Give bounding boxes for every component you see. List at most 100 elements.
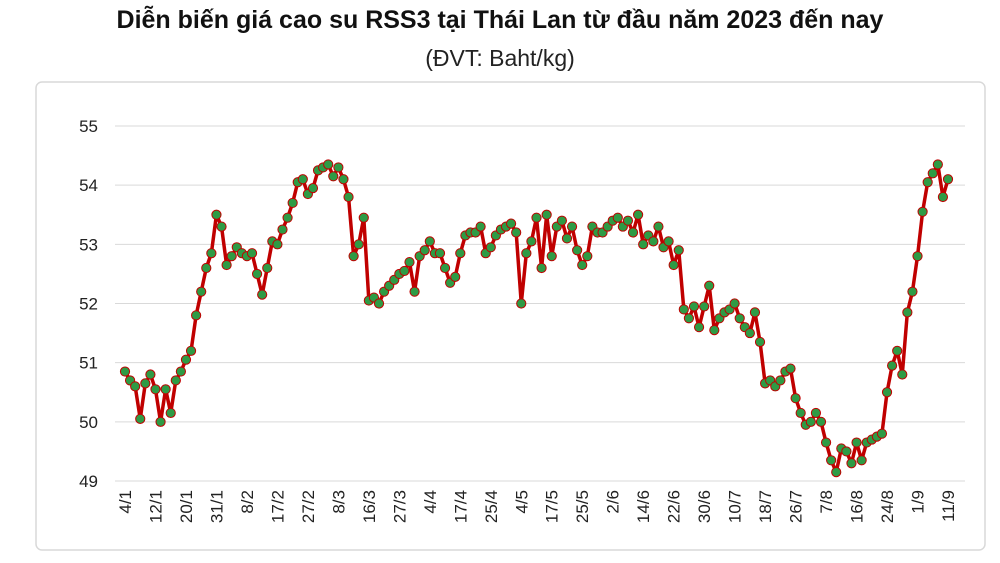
data-point	[140, 378, 151, 389]
y-tick-label: 50	[79, 413, 98, 432]
data-point	[754, 336, 766, 348]
y-tick-label: 55	[79, 117, 98, 136]
data-point	[937, 191, 949, 203]
data-point	[709, 325, 720, 336]
data-point	[546, 251, 557, 262]
data-point	[119, 366, 131, 377]
data-point	[297, 174, 308, 185]
data-point	[805, 416, 816, 427]
x-tick-label: 17/2	[268, 490, 287, 523]
data-point	[130, 381, 141, 392]
data-point	[333, 162, 344, 173]
line-series	[123, 162, 950, 474]
x-tick-label: 4/5	[512, 490, 531, 514]
y-tick-label: 52	[79, 295, 98, 314]
data-point	[439, 262, 451, 274]
x-tick-label: 7/8	[817, 490, 836, 514]
data-point	[353, 239, 364, 250]
data-point	[165, 407, 176, 419]
data-point	[648, 236, 659, 247]
data-point	[653, 221, 664, 232]
x-tick-label: 16/8	[848, 490, 867, 523]
x-tick-label: 4/1	[116, 490, 135, 514]
x-tick-label: 8/3	[329, 490, 348, 514]
data-point	[277, 224, 288, 235]
data-point	[251, 268, 263, 280]
data-point	[561, 233, 573, 244]
data-point	[150, 384, 161, 395]
data-point	[180, 354, 192, 365]
data-point	[612, 212, 623, 223]
x-tick-label: 14/6	[634, 490, 653, 523]
data-point	[221, 259, 232, 271]
data-point	[699, 301, 710, 312]
data-point	[526, 236, 537, 247]
data-point	[566, 221, 578, 232]
data-point	[795, 407, 806, 419]
y-tick-label: 53	[79, 235, 98, 254]
data-point	[455, 248, 466, 259]
data-point	[688, 301, 700, 312]
data-point	[424, 236, 435, 247]
y-tick-label: 49	[79, 472, 98, 491]
chart-subtitle: (ĐVT: Baht/kg)	[425, 45, 575, 71]
data-point	[673, 245, 684, 256]
data-point	[577, 259, 588, 271]
x-tick-label: 20/1	[177, 490, 196, 523]
x-tick-label: 25/5	[573, 490, 592, 523]
data-point	[572, 245, 583, 256]
data-point	[135, 413, 146, 424]
data-point	[216, 221, 227, 232]
data-point	[505, 218, 517, 229]
data-point	[922, 177, 933, 188]
data-point	[257, 289, 268, 300]
data-point	[892, 345, 903, 356]
data-point	[790, 393, 801, 404]
data-point	[841, 446, 852, 457]
data-point	[775, 375, 786, 386]
data-point	[328, 171, 339, 182]
data-point	[434, 248, 446, 259]
data-point	[683, 313, 695, 324]
data-point	[409, 286, 420, 297]
data-point	[556, 215, 568, 226]
data-point	[211, 209, 222, 220]
data-point	[942, 174, 954, 185]
data-point	[536, 262, 547, 274]
data-point	[160, 384, 171, 395]
data-point	[907, 286, 918, 297]
data-point	[246, 248, 258, 259]
data-point	[373, 298, 385, 309]
data-point	[343, 191, 354, 203]
data-point	[404, 256, 415, 268]
data-point	[831, 467, 842, 478]
data-point	[668, 259, 679, 271]
data-point	[638, 239, 649, 250]
data-point	[521, 248, 532, 259]
data-point	[785, 363, 796, 374]
data-point	[932, 159, 943, 170]
data-point	[627, 227, 639, 238]
x-tick-label: 10/7	[726, 490, 745, 523]
data-point	[516, 298, 527, 309]
data-point	[358, 212, 369, 223]
data-point	[917, 206, 928, 217]
data-point	[729, 298, 740, 309]
y-tick-label: 54	[79, 176, 98, 195]
x-tick-label: 8/2	[238, 490, 257, 514]
data-point	[734, 313, 745, 324]
data-point	[145, 369, 156, 380]
data-point	[927, 168, 938, 179]
data-point	[511, 227, 522, 238]
x-tick-label: 4/4	[421, 490, 440, 514]
plot-frame	[35, 81, 986, 551]
data-point	[338, 174, 349, 185]
x-tick-label: 17/4	[451, 490, 470, 523]
data-point	[399, 265, 410, 277]
data-point	[307, 183, 319, 194]
data-point	[749, 307, 761, 318]
data-point	[206, 248, 217, 259]
data-point	[902, 307, 913, 318]
data-point	[876, 428, 888, 439]
data-point	[450, 271, 461, 282]
